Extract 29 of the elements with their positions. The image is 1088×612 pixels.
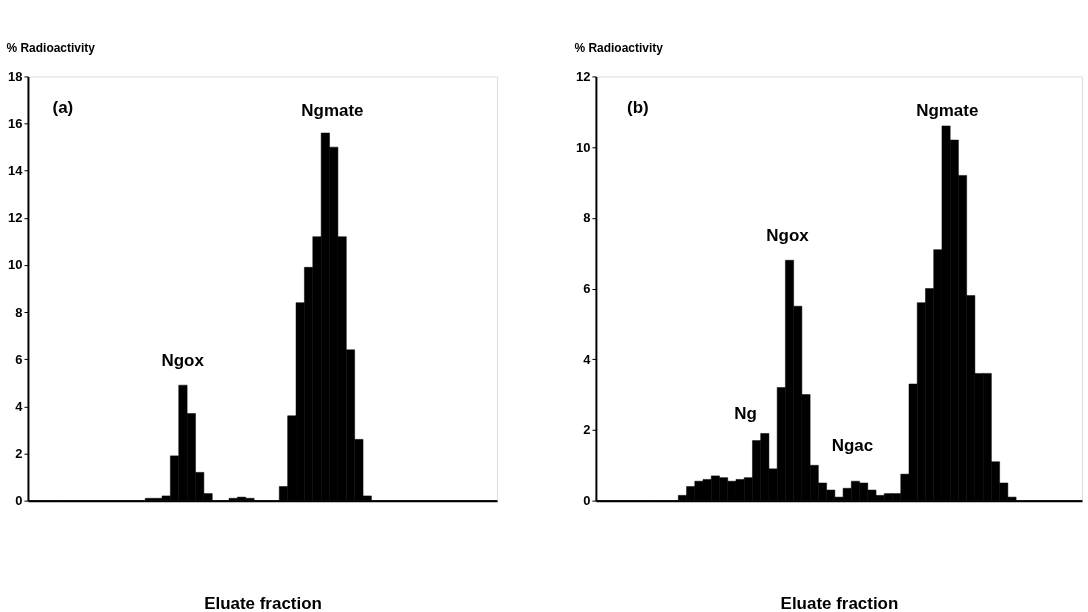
y-tick-label: 2 [15,446,23,461]
y-tick-label: 10 [8,257,23,273]
annotation: Ngox [161,350,205,370]
y-tick-label: 6 [583,281,591,297]
y-tick-label: 12 [575,68,591,84]
y-tick-label: 16 [8,116,23,132]
y-tick-label: 10 [575,139,591,155]
annotation: (b) [627,98,649,118]
y-tick-label: 6 [15,351,23,367]
y-tick-label: 8 [583,210,591,226]
y-tick-label: 14 [8,163,24,179]
y-tick-label: 4 [15,398,24,414]
annotation: Ngac [831,435,874,455]
y-tick-label: 2 [583,422,591,438]
annotation: Ngmate [916,101,979,121]
y-tick-label: 4 [583,351,592,367]
y-tick-label: 0 [15,493,23,509]
y-tick-label: 12 [8,210,23,226]
annotation: (a) [52,98,74,118]
y-axis-title: % Radioactivity [574,40,664,55]
y-tick-label: 8 [15,304,23,320]
y-tick-label: 0 [583,493,591,509]
annotation: Ngmate [301,101,364,121]
y-axis-title: % Radioactivity [6,40,96,55]
y-tick-label: 18 [8,68,23,84]
annotation: Ngox [766,226,810,246]
x-axis-title: Eluate fraction [780,593,899,612]
annotation: Ng [734,403,757,423]
x-axis-title: Eluate fraction [204,593,322,612]
